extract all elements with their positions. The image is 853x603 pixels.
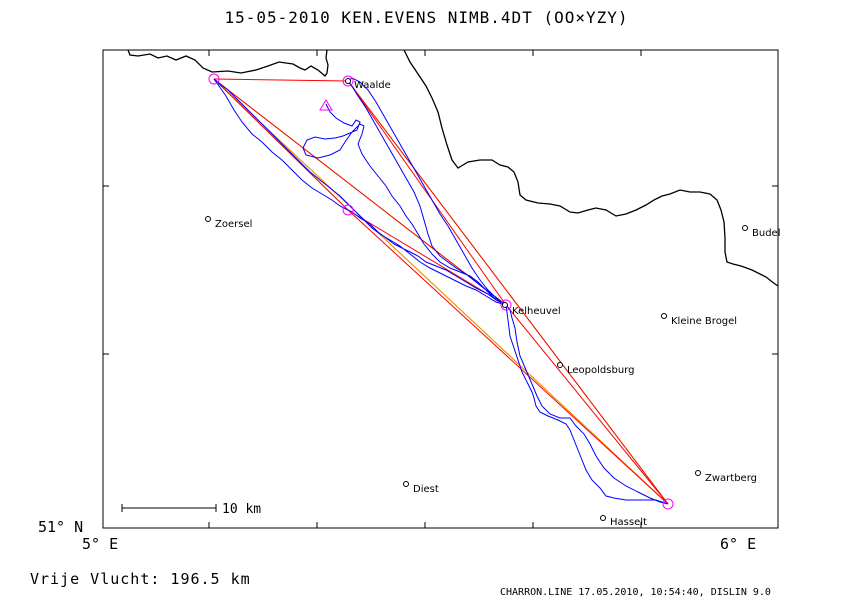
flight-distance: Vrije Vlucht: 196.5 km [30, 570, 251, 588]
place-label-zwartberg: Zwartberg [705, 473, 757, 484]
map-frame [102, 49, 779, 529]
place-label-leopoldsburg: Leopoldsburg [567, 365, 634, 376]
place-label-waalde: Waalde [354, 80, 391, 91]
turnpoint-kelheuvel [500, 299, 512, 311]
place-label-kelheuvel: Kelheuvel [512, 306, 561, 317]
place-label-hasselt: Hasselt [610, 517, 647, 528]
scale-bar-label: 10 km [222, 502, 261, 517]
longitude-label-left: 5° E [82, 535, 118, 553]
longitude-label-right: 6° E [720, 535, 756, 553]
software-credit: CHARRON.LINE 17.05.2010, 10:54:40, DISLI… [500, 587, 771, 598]
place-label-budel: Budel [752, 228, 780, 239]
place-label-zoersel: Zoersel [215, 219, 252, 230]
place-label-diest: Diest [413, 484, 439, 495]
turnpoint-mid [342, 204, 354, 216]
declared-route [213, 78, 669, 505]
start-triangle-icon [319, 99, 333, 111]
turnpoints [208, 73, 674, 510]
axis-ticks [103, 50, 778, 528]
map-title: 15-05-2010 KEN.EVENS NIMB.4DT (OO×YZY) [224, 8, 629, 27]
turnpoint-end [662, 498, 674, 510]
gps-track [213, 77, 669, 505]
place-markers [205, 78, 748, 521]
place-label-kleine-brogel: Kleine Brogel [671, 316, 737, 327]
national-border [127, 49, 779, 287]
turnpoint-start [208, 73, 220, 85]
turnpoint-waalde [342, 75, 354, 87]
scale-bar [121, 504, 217, 512]
latitude-label: 51° N [38, 518, 83, 536]
